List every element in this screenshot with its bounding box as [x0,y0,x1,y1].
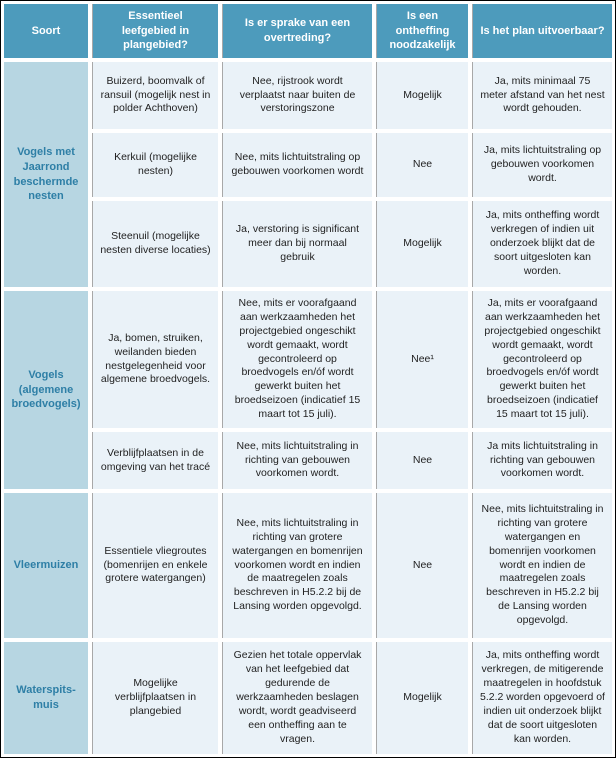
header-cell-soort: Soort [4,4,88,58]
cell-r2-leefgebied: Kerkuil (mogelijke nesten) [92,133,218,197]
cell-r2-uitvoerbaar: Ja, mits lichtuitstraling op gebouwen vo… [472,133,612,197]
cell-r7-leefgebied: Mogelijke verblijfplaatsen in plangebied [92,642,218,754]
cell-r6-uitvoerbaar: Nee, mits lichtuitstraling in richting v… [472,493,612,638]
cell-r5-overtreding: Nee, mits lichtuitstraling in richting v… [222,432,372,489]
header-cell-overtreding: Is er sprake van een overtreding? [222,4,372,58]
header-cell-ontheffing: Is een ontheffing noodzakelijk [376,4,468,58]
cell-r2-ontheffing: Nee [376,133,468,197]
cell-r7-overtreding: Gezien het totale oppervlak van het leef… [222,642,372,754]
cell-r6-overtreding: Nee, mits lichtuitstraling in richting v… [222,493,372,638]
cell-r7-uitvoerbaar: Ja, mits ontheffing wordt verkregen, de … [472,642,612,754]
cell-r3-leefgebied: Steenuil (mogelijke nesten diverse locat… [92,201,218,287]
cell-r6-leefgebied: Essentiele vliegroutes (bomenrijen en en… [92,493,218,638]
cell-r4-overtreding: Nee, mits er voorafgaand aan werkzaamhed… [222,291,372,428]
cell-r1-overtreding: Nee, rijstrook wordt verplaatst naar bui… [222,62,372,129]
header-cell-leefgebied: Essentieel leefgebied in plangebied? [92,4,218,58]
cell-r5-uitvoerbaar: Ja mits lichtuitstraling in richting van… [472,432,612,489]
cell-r6-ontheffing: Nee [376,493,468,638]
cell-r1-leefgebied: Buizerd, boomvalk of ransuil (mogelijk n… [92,62,218,129]
cell-r2-overtreding: Nee, mits lichtuitstraling op gebouwen v… [222,133,372,197]
cell-r3-overtreding: Ja, verstoring is significant meer dan b… [222,201,372,287]
cell-r1-uitvoerbaar: Ja, mits minimaal 75 meter afstand van h… [472,62,612,129]
cell-r1-ontheffing: Mogelijk [376,62,468,129]
cell-r4-leefgebied: Ja, bomen, struiken, weilanden bieden ne… [92,291,218,428]
cell-r4-ontheffing: Nee¹ [376,291,468,428]
group-cell-vogels-jaarrond: Vogels met Jaarrond beschermde nesten [4,62,88,287]
cell-r5-ontheffing: Nee [376,432,468,489]
cell-r5-leefgebied: Verblijfplaatsen in de omgeving van het … [92,432,218,489]
cell-r3-ontheffing: Mogelijk [376,201,468,287]
group-cell-vleermuizen: Vleermuizen [4,493,88,638]
group-cell-vogels-algemeen: Vogels (algemene broedvogels) [4,291,88,489]
header-cell-uitvoerbaar: Is het plan uitvoerbaar? [472,4,612,58]
cell-r4-uitvoerbaar: Ja, mits er voorafgaand aan werkzaamhede… [472,291,612,428]
cell-r3-uitvoerbaar: Ja, mits ontheffing wordt verkregen of i… [472,201,612,287]
group-cell-waterspitsmuis: Waterspits-muis [4,642,88,754]
cell-r7-ontheffing: Mogelijk [376,642,468,754]
